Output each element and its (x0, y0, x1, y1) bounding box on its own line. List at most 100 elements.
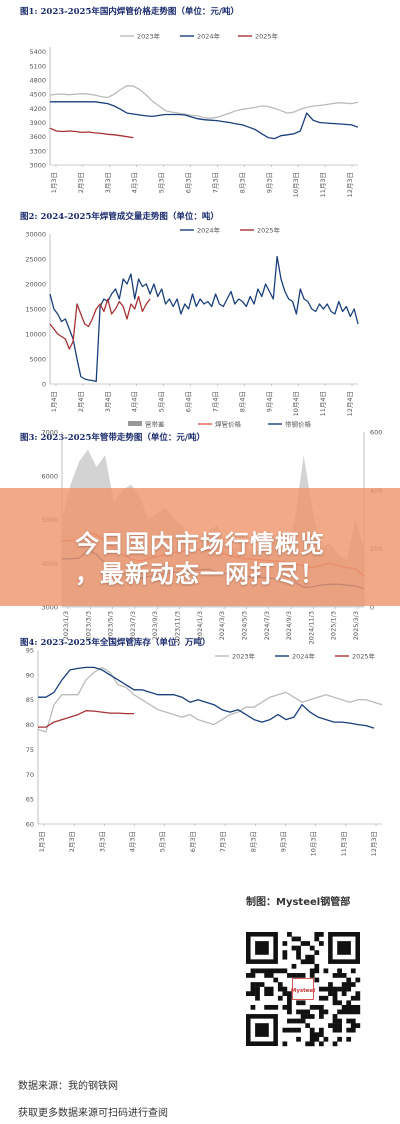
qr-module (355, 1023, 361, 1028)
qr-module (305, 1023, 311, 1028)
qr-module (309, 1027, 315, 1033)
qr-module (332, 1041, 338, 1047)
qr-module (305, 954, 311, 960)
qr-module (246, 991, 251, 997)
qr-module (296, 1036, 301, 1042)
qr-module (314, 950, 320, 955)
x-tick-label: 2025/3/3 (352, 611, 360, 640)
qr-module (341, 1004, 347, 1010)
qr-module (250, 986, 256, 992)
qr-module (346, 1036, 352, 1042)
legend-label: 带钢价格 (285, 420, 312, 429)
qr-module (314, 1032, 320, 1038)
qr-module (337, 1009, 342, 1015)
x-tick-label: 10月3日 (292, 172, 300, 197)
x-tick-label: 12月3日 (346, 172, 354, 197)
qr-module (309, 1036, 315, 1042)
banner-line-1: 今日国内市场行情概览 (75, 530, 325, 558)
x-tick-label: 3月4日 (104, 391, 112, 412)
qr-module (309, 945, 315, 951)
qr-module (246, 973, 251, 978)
chart-1-svg: 3000 3300 3600 3900 4200 4500 4800 5100 5400 1月3日… (29, 32, 359, 197)
qr-module (318, 1009, 324, 1015)
series-line-0 (49, 255, 359, 383)
x-tick-label: 3月3日 (104, 172, 112, 193)
qr-code[interactable]: Mysteel (246, 932, 361, 1047)
y-tick-label: 30000 (25, 231, 46, 239)
series-line-2 (38, 710, 134, 728)
legend-label: 2024年 (292, 652, 316, 661)
qr-module (328, 991, 333, 997)
x-tick-label: 2023/1/3 (62, 611, 70, 640)
qr-module (305, 959, 311, 965)
qr-module (273, 1004, 279, 1010)
qr-module (323, 986, 329, 992)
x-tick-label: 6月3日 (185, 172, 193, 193)
y-tick-label: 95 (26, 647, 34, 655)
qr-module (332, 1000, 338, 1006)
chart-4-panel: 图4: 2023-2025年全国焊管库存（单位：万吨） 60 65 70 75 80 85… (0, 636, 400, 876)
legend-label: 2024年 (197, 32, 221, 41)
chart-1-panel: 图1: 2023-2025年国内焊管价格走势图（单位：元/吨） 3000 3300… (0, 0, 400, 210)
legend-label: 2023年 (137, 32, 161, 41)
x-tick-label: 2023/7/3 (129, 611, 137, 640)
footer-source: 数据来源：我的钢铁网 (18, 1081, 118, 1092)
qr-module (282, 986, 288, 992)
qr-module (350, 982, 356, 987)
qr-module (296, 936, 301, 942)
qr-module (287, 991, 292, 997)
qr-module (355, 991, 361, 997)
qr-module (346, 986, 352, 992)
qr-module (282, 991, 288, 997)
qr-module (296, 950, 301, 955)
qr-module (355, 1009, 361, 1015)
x-tick-label: 11月4日 (319, 391, 327, 416)
qr-module (296, 973, 301, 978)
x-tick-label: 3月3日 (98, 831, 106, 852)
y-tick-label: 3300 (29, 147, 46, 155)
qr-module (332, 973, 338, 978)
y-tick-label: 3000 (29, 162, 46, 170)
qr-module (296, 954, 301, 960)
qr-module (250, 968, 256, 974)
qr-module (287, 1027, 292, 1033)
qr-module (328, 982, 333, 987)
y-tick-label: 3600 (29, 133, 46, 141)
qr-module (346, 977, 352, 983)
qr-module (296, 1027, 301, 1033)
qr-module (255, 986, 260, 992)
qr-module (282, 968, 288, 974)
x-tick-label: 9月4日 (265, 391, 273, 412)
y-tick-label: 4200 (29, 105, 46, 113)
qr-module (337, 1018, 342, 1024)
qr-module (337, 973, 342, 978)
qr-module (341, 991, 347, 997)
qr-module (300, 1009, 306, 1015)
y-tick-label: 7000 (41, 429, 58, 437)
qr-module (259, 982, 265, 987)
qr-module (309, 954, 315, 960)
qr-module (287, 1000, 292, 1006)
x-tick-label: 2023/11/3 (174, 611, 182, 644)
qr-module (337, 1000, 342, 1006)
qr-module (318, 1004, 324, 1010)
series-line-0 (37, 666, 383, 733)
qr-module (309, 1032, 315, 1038)
y-tick-label: 3900 (29, 119, 46, 127)
qr-module (296, 1018, 301, 1024)
x-tick-label: 8月4日 (238, 391, 246, 412)
x-tick-label: 2月3日 (77, 172, 85, 193)
qr-module (318, 932, 324, 937)
qr-module (300, 1000, 306, 1006)
qr-module (332, 1027, 338, 1033)
series-line-1 (50, 101, 359, 140)
qr-module (346, 1009, 352, 1015)
qr-module (305, 1009, 311, 1015)
qr-module (323, 1036, 329, 1042)
qr-module (250, 973, 256, 978)
qr-module (282, 1004, 288, 1010)
chart-1-title: 图1: 2023-2025年国内焊管价格走势图（单位：元/吨） (20, 7, 239, 17)
footer-more: 获取更多数据来源可扫码进行查阅 (18, 1108, 168, 1119)
qr-module (277, 968, 283, 974)
qr-module (318, 995, 324, 1001)
